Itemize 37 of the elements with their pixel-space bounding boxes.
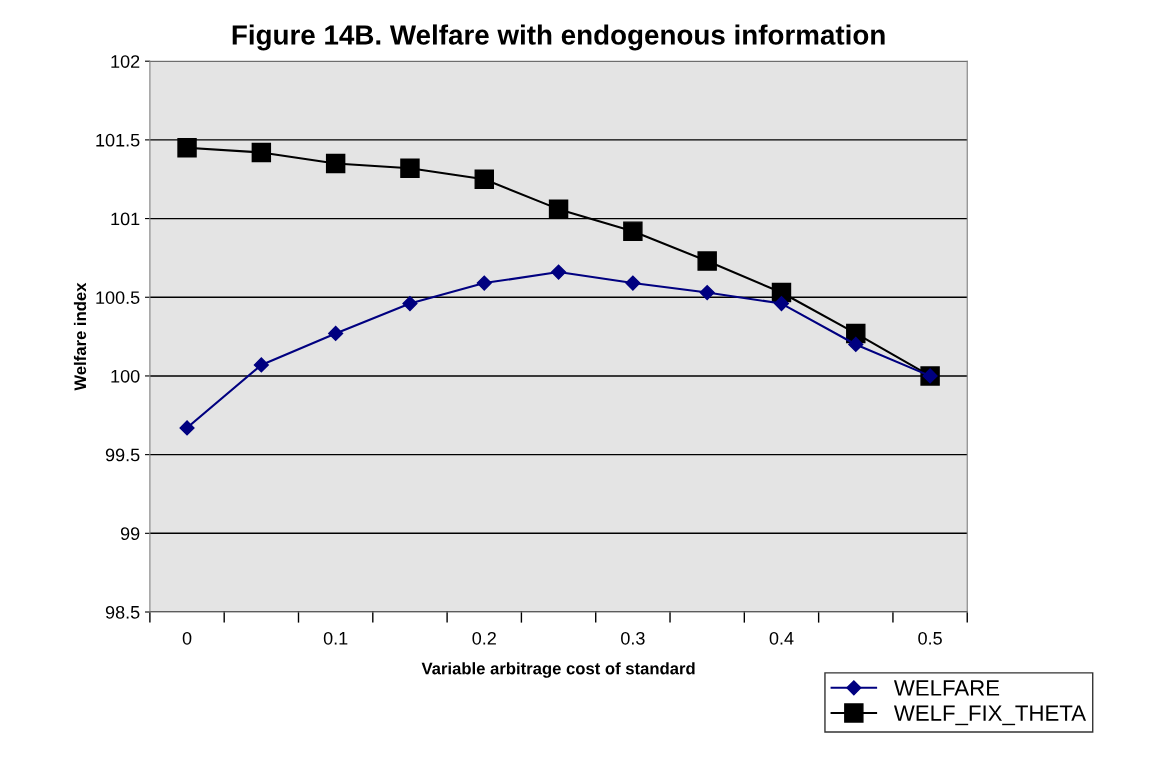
- point: [253, 357, 269, 373]
- point: [699, 284, 715, 301]
- x-tick-label: 0.5: [918, 631, 942, 645]
- y-tick-label: 100: [111, 369, 140, 383]
- x-tick-label: 0.2: [472, 631, 496, 645]
- y-tick-label: 98.5: [105, 605, 140, 619]
- point: [623, 221, 643, 241]
- point: [400, 158, 420, 178]
- y-axis-title: Welfare index: [73, 282, 87, 391]
- point: [773, 295, 790, 312]
- point: [697, 251, 717, 271]
- x-tick-label: 0.3: [621, 631, 645, 645]
- point: [550, 264, 567, 280]
- point: [548, 199, 569, 219]
- point: [325, 153, 346, 174]
- point: [328, 325, 344, 342]
- y-tick-label: 102: [111, 55, 140, 68]
- y-tick-label: 100.5: [96, 291, 140, 304]
- x-tick-label: 0.1: [323, 631, 348, 645]
- chart-title: Figure 14B. Welfare with endogenous information: [232, 24, 885, 51]
- y-tick-label: 99: [120, 527, 140, 541]
- legend-label: WELF_FIX_THETA: [893, 705, 1087, 726]
- point: [474, 169, 494, 189]
- x-tick-label: 0: [182, 631, 192, 645]
- point: [848, 336, 864, 353]
- y-tick-label: 101.5: [96, 133, 140, 147]
- point: [625, 275, 641, 291]
- point: [251, 142, 272, 163]
- y-tick-label: 101: [111, 212, 140, 226]
- point: [179, 420, 195, 436]
- point: [402, 295, 418, 312]
- point: [476, 275, 492, 291]
- y-tick-label: 99.5: [105, 448, 140, 462]
- legend-label: WELFARE: [893, 680, 1000, 696]
- x-axis-title: Variable arbitrage cost of standard: [421, 662, 695, 678]
- point: [177, 138, 197, 158]
- x-tick-label: 0.4: [769, 631, 794, 645]
